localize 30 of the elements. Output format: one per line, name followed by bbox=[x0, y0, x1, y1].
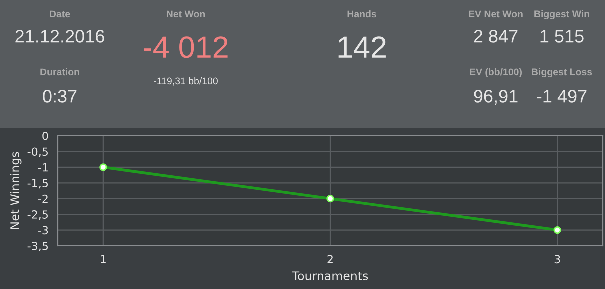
y-tick-label: -3 bbox=[38, 226, 48, 235]
text: 2 847 bbox=[474, 30, 518, 43]
y-tick-label: 0 bbox=[42, 132, 48, 140]
text: 0:37 bbox=[43, 90, 77, 103]
x-tick-label: 1 bbox=[101, 255, 106, 264]
y-tick-label: -1,5 bbox=[28, 179, 48, 189]
text: Hands bbox=[348, 10, 376, 18]
x-tick-label: 2 bbox=[328, 255, 333, 264]
text: -4 012 bbox=[144, 36, 228, 58]
text: -119,31 bb/100 bbox=[154, 77, 218, 86]
text: EV (bb/100) bbox=[470, 68, 522, 78]
text: Biggest Loss bbox=[532, 68, 592, 78]
text: EV Net Won bbox=[469, 10, 523, 18]
text: Biggest Win bbox=[534, 10, 590, 20]
y-tick-label: -0,5 bbox=[28, 148, 48, 158]
text: 1 515 bbox=[540, 30, 584, 43]
y-tick-label: -2 bbox=[38, 194, 48, 204]
text: Duration bbox=[40, 68, 80, 76]
y-axis-title: Net Winnings bbox=[10, 152, 22, 230]
text: 96,91 bbox=[474, 90, 518, 105]
x-tick-label: 3 bbox=[554, 255, 560, 264]
y-tick-label: -2,5 bbox=[28, 210, 48, 220]
y-tick-label: -3,5 bbox=[28, 242, 48, 252]
text: -1 497 bbox=[537, 90, 587, 103]
text: Net Won bbox=[167, 10, 206, 18]
text: 21.12.2016 bbox=[16, 30, 104, 43]
x-axis-title: Tournaments bbox=[292, 272, 368, 280]
text: Date bbox=[50, 10, 70, 18]
text: 142 bbox=[338, 36, 386, 58]
y-tick-label: -1 bbox=[38, 164, 48, 172]
